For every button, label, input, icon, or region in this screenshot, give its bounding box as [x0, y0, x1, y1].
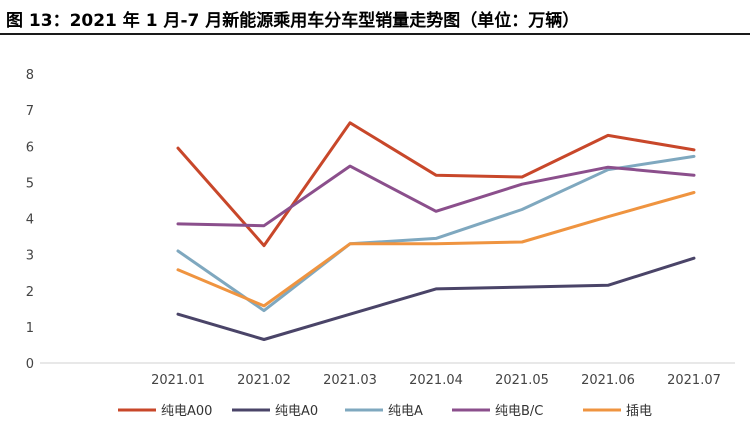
series-line [176, 154, 696, 313]
y-tick-label: 2 [26, 285, 34, 300]
series-line [176, 121, 696, 248]
legend-label: 纯电B/C [495, 404, 543, 419]
legend-label: 插电 [626, 404, 652, 419]
x-tick-label: 2021.07 [667, 373, 721, 388]
y-tick-label: 1 [26, 321, 34, 336]
y-tick-label: 8 [26, 68, 34, 83]
x-tick-label: 2021.06 [581, 373, 635, 388]
y-tick-label: 4 [26, 213, 34, 228]
chart-title: 图 13：2021 年 1 月-7 月新能源乘用车分车型销量走势图（单位：万辆） [6, 11, 580, 31]
x-tick-label: 2021.03 [323, 373, 377, 388]
title-underline [0, 33, 750, 35]
series-line [176, 191, 696, 308]
y-tick-label: 7 [26, 104, 34, 119]
y-tick-label: 5 [26, 176, 34, 191]
x-tick-label: 2021.05 [495, 373, 549, 388]
x-tick-label: 2021.04 [409, 373, 463, 388]
x-tick-label: 2021.01 [151, 373, 205, 388]
x-tick-label: 2021.02 [237, 373, 291, 388]
y-tick-label: 6 [26, 140, 34, 155]
legend-label: 纯电A0 [275, 404, 318, 419]
legend-label: 纯电A [388, 404, 423, 419]
y-tick-label: 0 [26, 357, 34, 372]
legend-label: 纯电A00 [161, 404, 212, 419]
series-line [176, 256, 696, 341]
series-line [176, 164, 696, 228]
y-tick-label: 3 [26, 249, 34, 264]
